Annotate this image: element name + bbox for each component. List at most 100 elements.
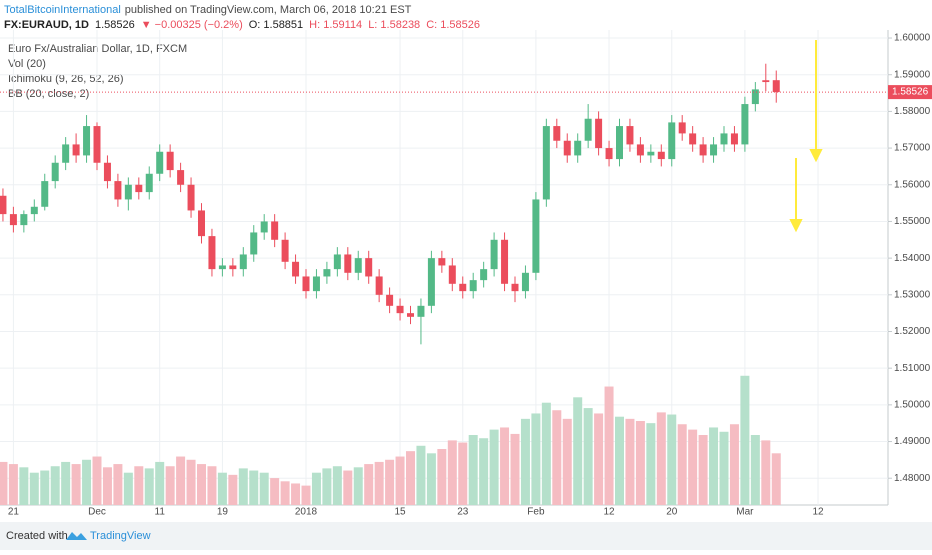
x-tick-label: Mar [736, 507, 754, 518]
x-tick-label: 11 [155, 507, 166, 518]
volume-bar [155, 461, 165, 505]
volume-bar [395, 456, 405, 505]
candle-body [250, 232, 258, 255]
last: 1.58526 [95, 19, 135, 31]
change: ▼ −0.00325 (−0.2%) [141, 19, 243, 31]
x-tick-label: 2018 [295, 507, 318, 518]
candle-body [511, 283, 519, 292]
volume-bar [186, 459, 196, 505]
volume-bar [123, 472, 133, 505]
candle-body [0, 195, 7, 215]
published: published on TradingView.com, March 06, … [125, 4, 412, 16]
candle-body [281, 239, 289, 262]
volume-bar [729, 424, 739, 505]
volume-bar [259, 472, 269, 505]
volume-bar [238, 468, 248, 505]
volume-bar [291, 483, 301, 505]
volume-bar [165, 466, 175, 505]
candle-body [198, 210, 205, 237]
volume-bar [562, 418, 572, 505]
volume-bar [594, 413, 604, 505]
volume-bar [270, 478, 280, 505]
candle-body [448, 265, 456, 284]
volume-bar [468, 435, 478, 505]
candle-body [20, 214, 28, 226]
candle-body [156, 151, 164, 174]
volume-bar [698, 435, 708, 505]
candle-body [260, 221, 268, 233]
y-tick-label: 1.56000 [894, 179, 931, 190]
volume-bar [750, 435, 760, 505]
candle-body [166, 151, 174, 171]
volume-bar [134, 466, 144, 505]
candle-body [417, 305, 425, 317]
volume-bar [249, 470, 259, 505]
volume-bar [426, 453, 436, 505]
volume-bar [667, 414, 677, 505]
candle-body [730, 133, 738, 145]
volume-bar [207, 466, 217, 505]
volume-bar [385, 459, 395, 505]
volume-bar [311, 472, 321, 505]
candle-body [51, 162, 59, 182]
volume-bar [92, 456, 102, 505]
volume-bar [29, 472, 39, 505]
volume-bar [458, 442, 468, 505]
open: O: 1.58851 [249, 19, 303, 31]
candle-body [114, 181, 122, 200]
y-tick-label: 1.48000 [894, 473, 931, 484]
volume-bar [217, 472, 227, 505]
candle-body [626, 126, 634, 145]
candle-body [595, 118, 603, 149]
candle-body [616, 126, 623, 160]
y-tick-label: 1.53000 [894, 289, 931, 300]
y-tick-label: 1.54000 [894, 253, 931, 264]
volume-bar [552, 410, 562, 505]
candle-body [187, 184, 195, 211]
footer-brand[interactable]: TradingView [90, 530, 151, 542]
author[interactable]: TotalBitcoinInternational [4, 4, 121, 16]
candle-body [668, 122, 676, 160]
volume-bar [604, 386, 614, 505]
candle-body [344, 254, 352, 273]
volume-bar [301, 485, 311, 505]
candle-body [93, 126, 101, 163]
tv-logo [66, 532, 87, 540]
candle-body [407, 313, 414, 317]
volume-bar [40, 470, 50, 505]
y-tick-label: 1.50000 [894, 399, 931, 410]
candle-body [636, 144, 644, 156]
candle-body [469, 280, 477, 292]
candle-body [657, 151, 665, 160]
candle-body [741, 104, 749, 145]
volume-bar [19, 467, 29, 505]
volume-bar [489, 429, 499, 505]
candle-body [218, 265, 226, 270]
volume-bar [416, 445, 426, 505]
volume-bar [531, 413, 541, 505]
candle-body [145, 173, 153, 193]
volume-bar [280, 481, 290, 505]
candle-body [292, 261, 300, 277]
volume-bar [479, 438, 489, 505]
volume-bar [761, 440, 771, 505]
y-tick-label: 1.49000 [894, 436, 931, 447]
volume-bar [144, 468, 154, 505]
x-tick-label: Dec [88, 507, 106, 518]
volume-bar [197, 464, 206, 505]
y-tick-label: 1.51000 [894, 363, 931, 374]
volume-bar [71, 464, 81, 505]
volume-bar [541, 402, 551, 505]
volume-bar [61, 461, 71, 505]
candle-body [30, 206, 38, 215]
volume-bar [406, 451, 415, 505]
annotation-arrows [789, 40, 823, 233]
volume-bar [635, 421, 645, 505]
volume-bar [82, 459, 92, 505]
volume-bar [113, 464, 123, 505]
candle-body [501, 239, 509, 284]
volume-bar [50, 466, 60, 505]
volume-bar [677, 424, 687, 505]
